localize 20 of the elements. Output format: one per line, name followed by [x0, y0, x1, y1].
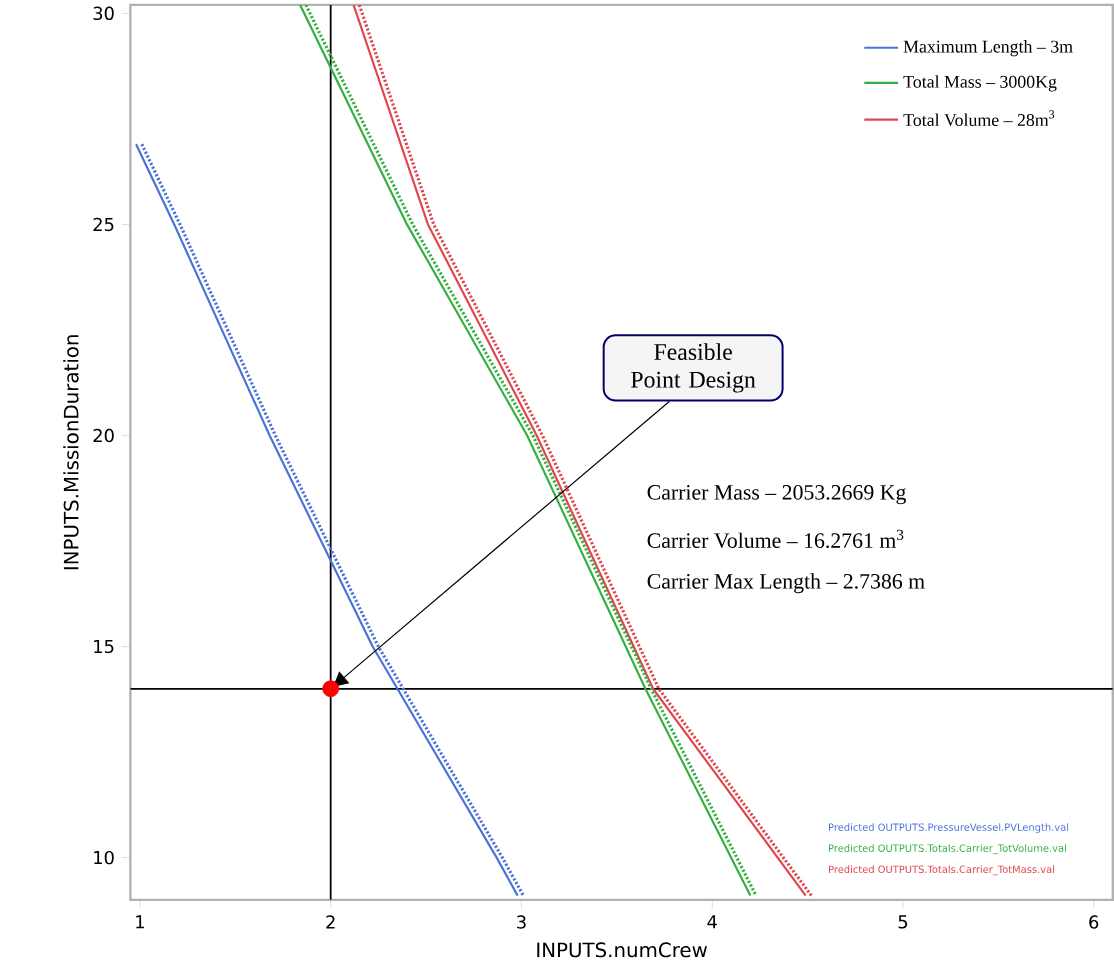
- y-tick-label: 15: [94, 639, 114, 654]
- annotation: Carrier Volume – 16.2761 m$^{3}$: [647, 529, 904, 549]
- annotation: Feasible Point Design: [631, 343, 756, 393]
- legend-label: Total Volume – 28m$^{3}$: [903, 110, 1055, 127]
- y-axis-title: INPUTS.MissionDuration: [63, 335, 79, 570]
- x-axis-title: INPUTS.numCrew: [537, 942, 707, 958]
- x-tick-label: 3: [517, 915, 526, 929]
- x-tick-label: 6: [1089, 915, 1099, 929]
- x-tick-label: 2: [326, 915, 335, 929]
- y-tick-label: 25: [93, 217, 114, 232]
- y-tick-label: 10: [94, 850, 114, 865]
- annotation: Carrier Max Length – 2.7386 m: [647, 573, 925, 594]
- annotation: Carrier Mass – 2053.2669 Kg: [647, 485, 906, 505]
- x-tick-label: 1: [136, 915, 144, 929]
- legend-label: Total Mass – 3000Kg: [903, 75, 1057, 92]
- y-tick-label: 30: [93, 6, 114, 21]
- legend-label: Maximum Length – 3m: [903, 40, 1073, 57]
- x-tick-label: 5: [898, 915, 908, 929]
- y-tick-label: 20: [93, 428, 114, 443]
- x-tick-label: 4: [707, 915, 717, 929]
